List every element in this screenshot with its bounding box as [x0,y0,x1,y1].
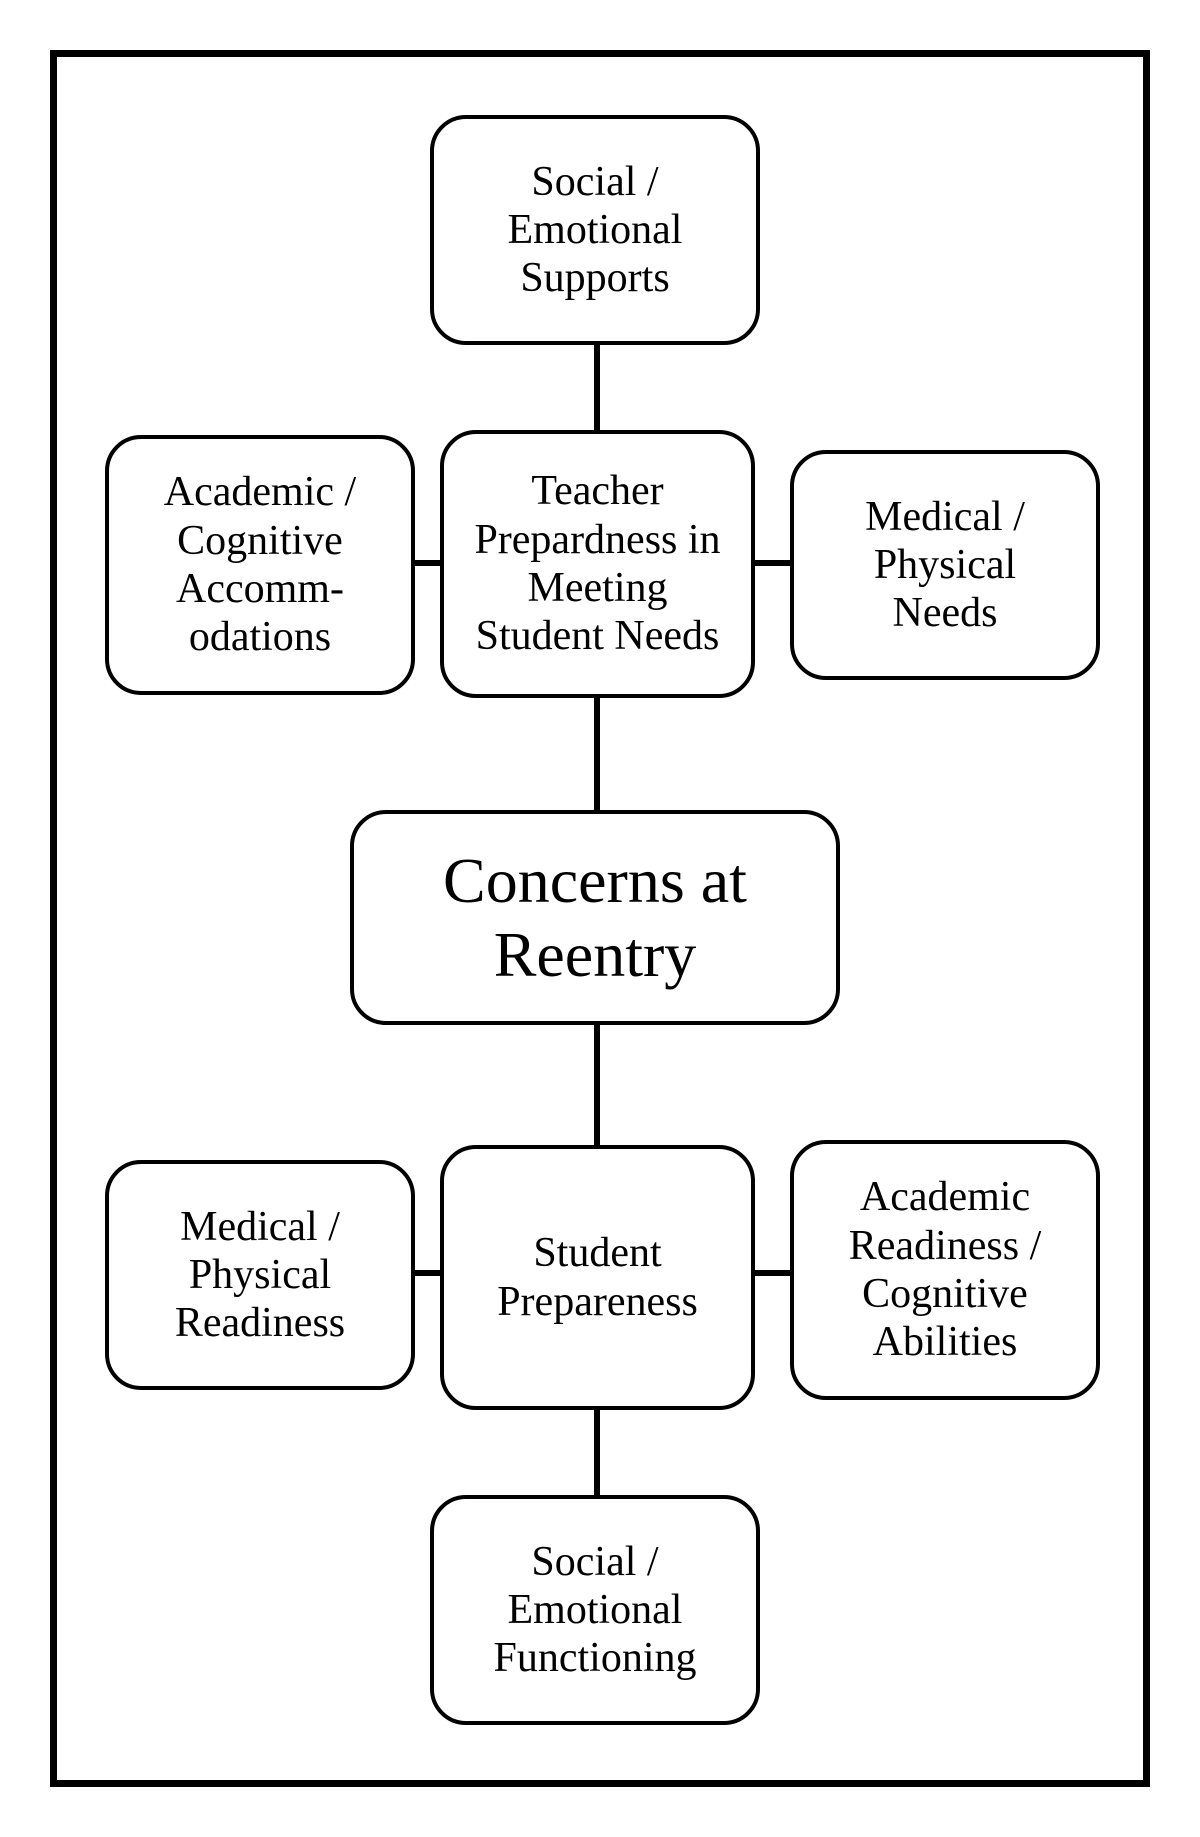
node-social-emotional-functioning: Social / Emotional Functioning [430,1495,760,1725]
node-concerns-at-reentry: Concerns at Reentry [350,810,840,1025]
node-academic-cognitive-accommodations: Academic / Cognitive Accomm- odations [105,435,415,695]
edge [594,1023,600,1148]
edge [753,1270,793,1276]
edge [415,1270,443,1276]
diagram-canvas: Social / Emotional Supports Academic / C… [0,0,1200,1837]
node-teacher-prepardness: Teacher Prepardness in Meeting Student N… [440,430,755,698]
edge [594,345,600,433]
edge [594,1408,600,1498]
edge [415,560,443,566]
node-student-prepareness: Student Prepareness [440,1145,755,1410]
node-social-emotional-supports: Social / Emotional Supports [430,115,760,345]
edge [753,560,793,566]
edge [594,696,600,813]
node-medical-physical-needs: Medical / Physical Needs [790,450,1100,680]
node-academic-readiness: Academic Readiness / Cognitive Abilities [790,1140,1100,1400]
node-medical-physical-readiness: Medical / Physical Readiness [105,1160,415,1390]
